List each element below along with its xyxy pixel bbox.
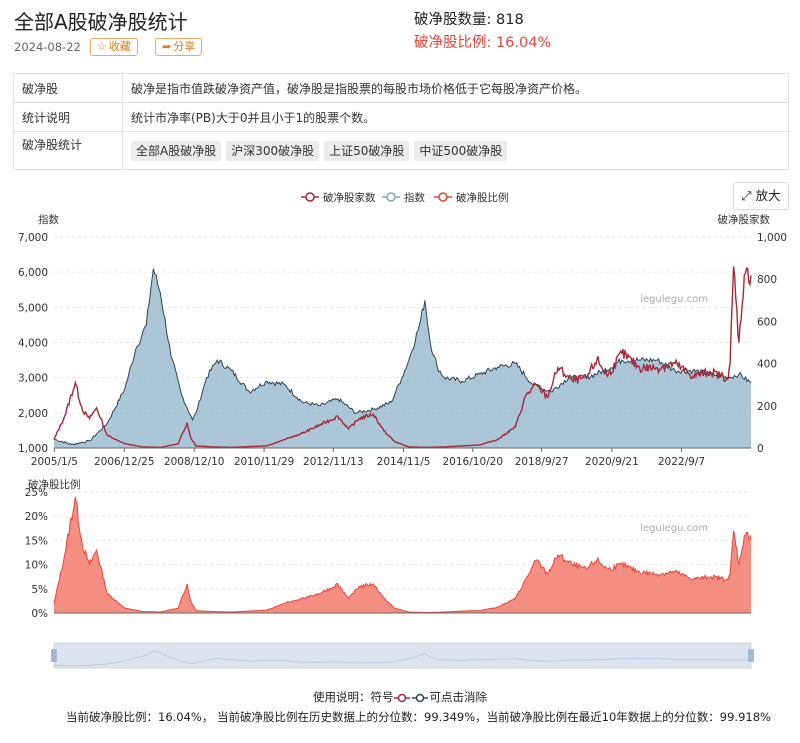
main-plot xyxy=(53,266,752,449)
index-line xyxy=(53,268,752,446)
sub-y-axis-title: 破净股比例 xyxy=(28,478,81,491)
slider-preview-line xyxy=(54,650,752,667)
chip-zz500[interactable]: 中证500破净股 xyxy=(414,140,508,161)
y-right-axis-title: 破净股家数 xyxy=(718,213,771,226)
x-tick-label: 2018/9/27 xyxy=(515,456,569,468)
y-tick-label: 10% xyxy=(25,560,48,572)
sub-plot xyxy=(53,496,752,613)
main-axes: 1,000 2,000 3,000 4,000 5,000 6,000 7,000 0 200 4… xyxy=(18,232,787,468)
y-right-tick-label: 600 xyxy=(757,316,777,328)
chip-sz50[interactable]: 上证50破净股 xyxy=(324,140,410,161)
legend-label-count: 破净股家数 xyxy=(323,191,376,204)
info-row: 破净股统计 全部A股破净股 沪深300破净股 上证50破净股 中证500破净股 xyxy=(13,131,789,170)
y-right-tick-label: 200 xyxy=(757,401,777,413)
y-left-tick-label: 1,000 xyxy=(18,443,48,455)
publish-date: 2024-08-22 xyxy=(14,40,81,54)
usage-label: 使用说明：符号 xyxy=(313,690,394,704)
info-key: 破净股统计 xyxy=(13,131,123,170)
share-button[interactable]: ➦ 分享 xyxy=(155,38,203,56)
y-tick-label: 5% xyxy=(31,584,48,596)
share-icon: ➦ xyxy=(162,40,172,53)
sub-axes: 0% 5% 10% 15% 20% 25% xyxy=(25,487,751,620)
watermark: legulegu.com xyxy=(640,294,708,305)
ratio-line xyxy=(53,496,752,613)
x-tick-label: 2005/1/5 xyxy=(31,456,78,468)
x-tick-label: 2008/12/10 xyxy=(164,456,225,468)
info-key: 破净股 xyxy=(13,73,123,103)
y-left-tick-label: 2,000 xyxy=(18,408,48,420)
slider-handle-left[interactable] xyxy=(51,649,57,662)
x-tick-label: 2016/10/20 xyxy=(443,456,504,468)
info-key: 统计说明 xyxy=(13,102,123,132)
x-tick-label: 2022/9/7 xyxy=(658,456,705,468)
favorite-button[interactable]: ☆ 收藏 xyxy=(90,38,138,56)
y-tick-label: 15% xyxy=(25,535,48,547)
y-right-tick-label: 0 xyxy=(757,443,764,455)
y-tick-label: 0% xyxy=(31,608,48,620)
favorite-label: 收藏 xyxy=(108,40,131,53)
ratio-area xyxy=(54,496,751,613)
count-text: 破净股数量: 818 xyxy=(414,12,524,28)
y-left-tick-label: 7,000 xyxy=(18,232,48,244)
watermark: legulegu.com xyxy=(640,523,708,534)
data-zoom-slider[interactable] xyxy=(51,642,754,669)
x-tick-label: 2020/9/21 xyxy=(585,456,639,468)
legend-item-ratio[interactable]: 破净股比例 xyxy=(434,191,509,204)
summary-text: 当前破净股比例：16.04%， 当前破净股比例在历史数据上的分位数：99.349… xyxy=(66,710,771,724)
y-tick-label: 25% xyxy=(25,487,48,499)
y-right-tick-label: 400 xyxy=(757,359,777,371)
y-left-axis-title: 指数 xyxy=(38,213,59,226)
slider-preview xyxy=(54,650,752,667)
usage-tail: 可点击消除 xyxy=(429,690,488,704)
chip-all-a[interactable]: 全部A股破净股 xyxy=(131,140,222,161)
chip-list: 全部A股破净股 沪深300破净股 上证50破净股 中证500破净股 xyxy=(122,131,789,170)
x-tick-label: 2006/12/25 xyxy=(94,456,155,468)
ratio-text: 破净股比例: 16.04% xyxy=(414,35,552,51)
index-area xyxy=(54,268,751,448)
count-line xyxy=(53,266,752,449)
x-tick-label: 2014/11/5 xyxy=(377,456,431,468)
zoom-button[interactable]: ⤢ 放大 xyxy=(733,182,789,210)
y-left-tick-label: 6,000 xyxy=(18,267,48,279)
x-tick-label: 2012/11/13 xyxy=(303,456,364,468)
legend-symbol-icon xyxy=(393,693,428,702)
y-left-tick-label: 3,000 xyxy=(18,373,48,385)
legend: 破净股家数 指数 破净股比例 xyxy=(301,191,509,204)
zoom-label: 放大 xyxy=(755,188,781,203)
chip-hs300[interactable]: 沪深300破净股 xyxy=(226,140,320,161)
slider-window[interactable] xyxy=(54,643,751,668)
slider-handle-right[interactable] xyxy=(748,649,754,662)
share-label: 分享 xyxy=(173,40,196,53)
info-table: 破净股 破净是指市值跌破净资产值，破净股是指股票的每股市场价格低于它每股净资产价… xyxy=(13,73,789,170)
y-tick-label: 20% xyxy=(25,511,48,523)
star-icon: ☆ xyxy=(97,40,107,53)
y-right-tick-label: 1,000 xyxy=(757,232,787,244)
legend-label-ratio: 破净股比例 xyxy=(456,191,509,204)
legend-label-index: 指数 xyxy=(404,191,425,204)
y-right-tick-label: 800 xyxy=(757,274,777,286)
legend-item-count[interactable]: 破净股家数 xyxy=(301,191,376,204)
page-title: 全部A股破净股统计 xyxy=(14,10,188,34)
usage-note: 使用说明：符号 可点击消除 xyxy=(0,689,800,705)
y-left-tick-label: 4,000 xyxy=(18,338,48,350)
x-tick-label: 2010/11/29 xyxy=(234,456,295,468)
expand-icon: ⤢ xyxy=(741,188,752,203)
y-left-tick-label: 5,000 xyxy=(18,302,48,314)
legend-item-index[interactable]: 指数 xyxy=(382,191,425,204)
